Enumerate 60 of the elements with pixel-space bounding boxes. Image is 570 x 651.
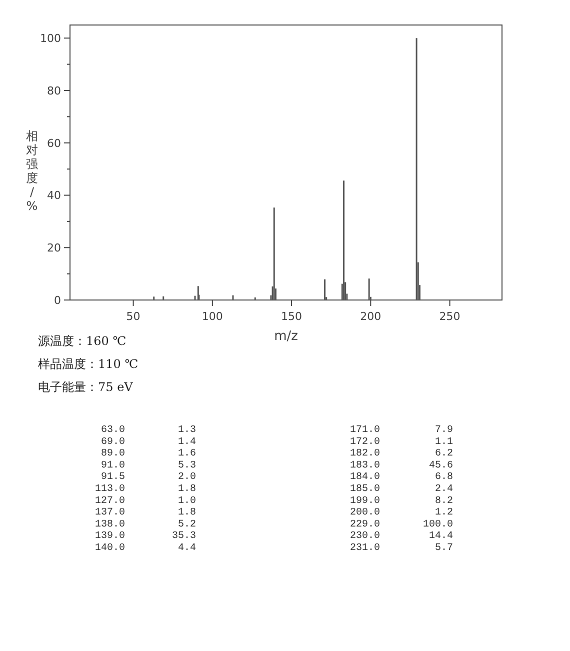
text: 127.0: [94, 496, 125, 507]
text: 1.8: [178, 484, 196, 495]
text: 139.0: [94, 531, 125, 542]
text: 138.0: [94, 519, 125, 530]
text: 2.4: [434, 484, 453, 495]
text: 5.7: [434, 543, 453, 554]
text: 137.0: [94, 508, 125, 519]
text: 45.6: [428, 460, 453, 472]
text: 1.4: [178, 436, 196, 448]
x-axis-title: m/z: [274, 329, 298, 344]
text: 14.4: [428, 531, 453, 542]
text: 2.0: [178, 472, 196, 484]
y-tick-label: 0: [54, 294, 61, 307]
x-tick-label: 150: [281, 310, 302, 323]
x-tick-label: 100: [202, 310, 223, 323]
text: 1.0: [178, 496, 196, 507]
text: 1.2: [434, 508, 453, 519]
text: 140.0: [94, 543, 125, 554]
text: 4.4: [178, 543, 196, 554]
text: 200.0: [350, 508, 380, 519]
text: 63.0: [100, 425, 125, 436]
text: 7.9: [434, 425, 453, 436]
text: 1.8: [178, 508, 196, 519]
text: 6.2: [434, 448, 453, 460]
text: 电子能量：75 eV: [38, 380, 134, 394]
text: 5.2: [178, 519, 196, 530]
text: 1.6: [178, 448, 196, 460]
y-tick-label: 100: [40, 32, 61, 46]
text: 6.8: [434, 472, 453, 484]
text: 91.0: [100, 460, 125, 472]
text: 35.3: [172, 531, 196, 542]
text: 230.0: [350, 531, 380, 542]
text: 113.0: [94, 484, 125, 495]
text: 69.0: [100, 436, 125, 448]
x-tick-label: 50: [126, 310, 140, 323]
text: 91.5: [100, 472, 125, 484]
text: 1.1: [434, 436, 453, 448]
text: 100.0: [422, 519, 453, 530]
y-tick-label: 60: [47, 136, 61, 150]
text: 199.0: [350, 496, 380, 507]
y-axis-title: 相对强度/%: [26, 129, 38, 213]
text: 171.0: [350, 425, 380, 436]
text: 1.3: [178, 425, 196, 436]
y-tick-label: 80: [47, 84, 61, 98]
y-tick-label: 40: [47, 189, 61, 202]
text: 样品温度：110 ℃: [38, 357, 138, 371]
text: 源温度：160 ℃: [38, 334, 126, 348]
text: 89.0: [100, 448, 125, 460]
x-tick-label: 250: [439, 310, 460, 323]
text: 184.0: [350, 472, 380, 484]
y-tick-label: 20: [47, 242, 61, 255]
text: 8.2: [434, 496, 453, 507]
text: 5.3: [178, 460, 196, 472]
text: 183.0: [350, 460, 380, 472]
text: 229.0: [350, 519, 380, 530]
x-tick-label: 200: [360, 310, 382, 323]
text: 172.0: [350, 436, 380, 448]
text: 231.0: [350, 543, 380, 554]
text: 185.0: [350, 484, 380, 495]
text: 182.0: [350, 448, 380, 460]
